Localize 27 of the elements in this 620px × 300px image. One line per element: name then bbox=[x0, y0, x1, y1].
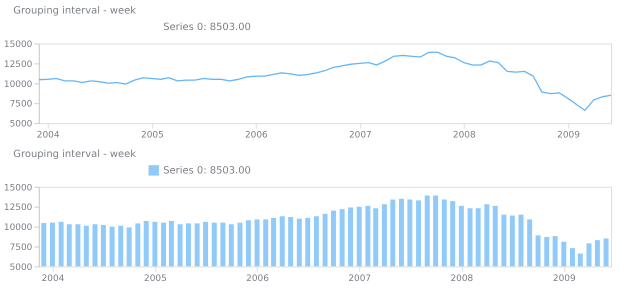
text: Series 0: 8503.00 bbox=[163, 22, 251, 34]
x-tick-label: 2006 bbox=[246, 274, 270, 284]
x-tick-label: 2009 bbox=[557, 130, 580, 141]
chart-title: Grouping interval - week bbox=[13, 148, 136, 160]
x-tick-label: 2008 bbox=[452, 130, 476, 141]
y-tick-label: 7500 bbox=[10, 100, 33, 110]
x-tick-label: 2005 bbox=[144, 274, 167, 284]
x-tick-label: 2009 bbox=[552, 274, 576, 284]
y-tick-label: 10000 bbox=[4, 80, 33, 90]
x-tick-label: 2006 bbox=[244, 130, 268, 141]
y-tick-label: 15000 bbox=[4, 40, 33, 50]
x-tick-label: 2007 bbox=[348, 274, 372, 284]
chart-title: Grouping interval - week bbox=[13, 6, 136, 17]
y-tick-label: 5000 bbox=[10, 120, 33, 130]
y-tick-label: 7500 bbox=[10, 242, 33, 253]
y-tick-label: 12500 bbox=[4, 60, 33, 70]
line-series bbox=[38, 52, 612, 112]
x-tick-label: 2008 bbox=[450, 274, 474, 284]
x-tick-label: 2007 bbox=[348, 130, 372, 141]
x-tick-label: 2004 bbox=[42, 274, 65, 284]
y-tick-label: 15000 bbox=[4, 183, 33, 194]
legend-label: Series 0: 8503.00 bbox=[163, 165, 251, 176]
y-tick-label: 5000 bbox=[10, 262, 33, 273]
y-tick-label: 10000 bbox=[4, 223, 33, 234]
y-tick-label: 12500 bbox=[4, 203, 33, 214]
x-tick-label: 2005 bbox=[141, 130, 164, 141]
x-tick-label: 2004 bbox=[36, 130, 60, 141]
